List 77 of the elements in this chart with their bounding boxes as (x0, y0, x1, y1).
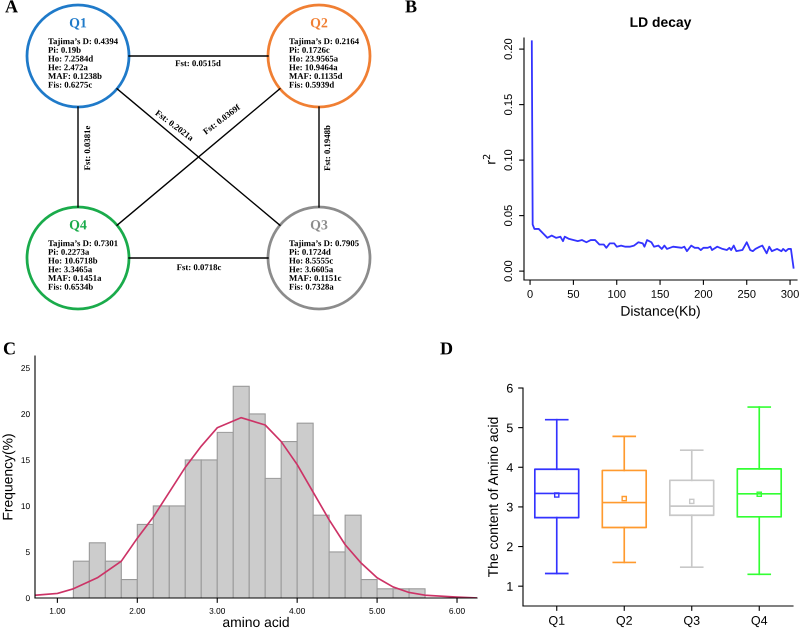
text: C (4, 342, 15, 355)
y-tick-label: 5 (26, 549, 30, 556)
y-tick-label: 10 (22, 503, 30, 510)
y-axis-title: r$^{2}$ (482, 154, 496, 164)
text: He: 2.472a (48, 64, 88, 70)
text: Fis: 0.5939d (289, 82, 334, 88)
y-tick-label: 6 (506, 384, 513, 393)
x-tick-label: Q2 (616, 616, 632, 628)
text: Q2 (310, 18, 328, 30)
text: A (5, 0, 18, 12)
x-axis-title: amino acid (223, 616, 289, 628)
x-tick-label: 6.00 (449, 608, 465, 614)
x-tick-label: 2.00 (130, 608, 146, 614)
text: MAF: 0.1135d (289, 72, 342, 80)
y-tick-label: 1 (507, 582, 513, 591)
text: MAF: 0.1451a (48, 275, 102, 282)
text: B (405, 0, 417, 12)
x-tick-label: 5.00 (369, 608, 385, 614)
text: Ho: 10.6718b (48, 257, 98, 264)
x-tick-label: Q3 (684, 616, 700, 628)
text: He: 3.6605a (289, 266, 334, 272)
text: Pi: 0.19b (48, 46, 81, 53)
text: Fst: 0.0718c (176, 264, 222, 270)
y-tick-label: 0.00 (504, 260, 512, 282)
text: Fis: 0.6275c (48, 82, 92, 88)
y-tick-label: 4 (506, 463, 513, 472)
text: MAF: 0.1238b (48, 72, 102, 80)
y-tick-label: 5 (506, 424, 513, 432)
x-tick-label: 1.00 (50, 608, 66, 614)
x-tick-label: 300 (781, 290, 799, 298)
x-tick-label: 3.00 (209, 608, 226, 614)
x-tick-label: Q4 (752, 616, 768, 628)
text: Ho: 8.5555c (289, 258, 334, 264)
y-tick-label: 25 (21, 365, 30, 372)
y-tick-label: 0.10 (504, 150, 512, 170)
text: Q1 (70, 18, 86, 30)
text: Pi: 0.2273a (48, 248, 90, 255)
text: Tajima’s D: 0.2164 (289, 38, 359, 46)
y-tick-label: 3 (506, 502, 513, 512)
x-tick-label: 50 (568, 290, 580, 298)
y-tick-label: 0.05 (504, 205, 512, 226)
x-tick-label: 4.00 (289, 608, 305, 614)
y-tick-label: 0 (26, 595, 30, 602)
text: Pi: 0.1726c (289, 46, 330, 53)
x-tick-label: 100 (608, 290, 626, 298)
chart-title: LD decay (630, 16, 692, 30)
y-axis-title: Frequency(%) (2, 434, 16, 520)
text: Q3 (310, 220, 328, 232)
text: Fis: 0.7328a (289, 284, 334, 290)
y-tick-label: 20 (21, 411, 30, 418)
y-tick-label: 2 (506, 542, 513, 552)
text: Ho: 7.2584d (48, 55, 94, 62)
text: He: 10.9464a (289, 64, 338, 70)
x-tick-label: 250 (738, 290, 756, 298)
x-tick-label: Q1 (549, 616, 564, 628)
text: Pi: 0.1724d (289, 248, 331, 255)
text: Fis: 0.6534b (48, 284, 93, 290)
text: Tajima’s D: 0.4394 (48, 38, 118, 46)
text: Fst: 0.1948b (324, 126, 330, 171)
text: Ho: 23.9565a (289, 56, 338, 62)
text: Tajima’s D: 0.7301 (48, 240, 118, 248)
x-axis-title: Distance(Kb) (622, 306, 700, 319)
y-axis-title: The content of Amino acid (488, 418, 498, 577)
x-tick-label: 200 (694, 290, 712, 298)
text: Tajima’s D: 0.7905 (289, 240, 359, 248)
line-series (530, 40, 794, 269)
text: D (440, 342, 452, 354)
y-tick-label: 15 (22, 457, 30, 464)
text: Fst: 0.0515d (175, 60, 221, 66)
text: Fst: 0.0381e (84, 126, 90, 170)
text: Q4 (70, 220, 87, 232)
y-tick-label: 0.15 (504, 94, 512, 115)
text: MAF: 0.1151c (289, 275, 342, 282)
y-tick-label: 0.20 (504, 38, 512, 60)
text: He: 3.3465a (48, 266, 92, 272)
x-tick-label: 0 (527, 290, 533, 298)
x-tick-label: 150 (652, 290, 669, 298)
